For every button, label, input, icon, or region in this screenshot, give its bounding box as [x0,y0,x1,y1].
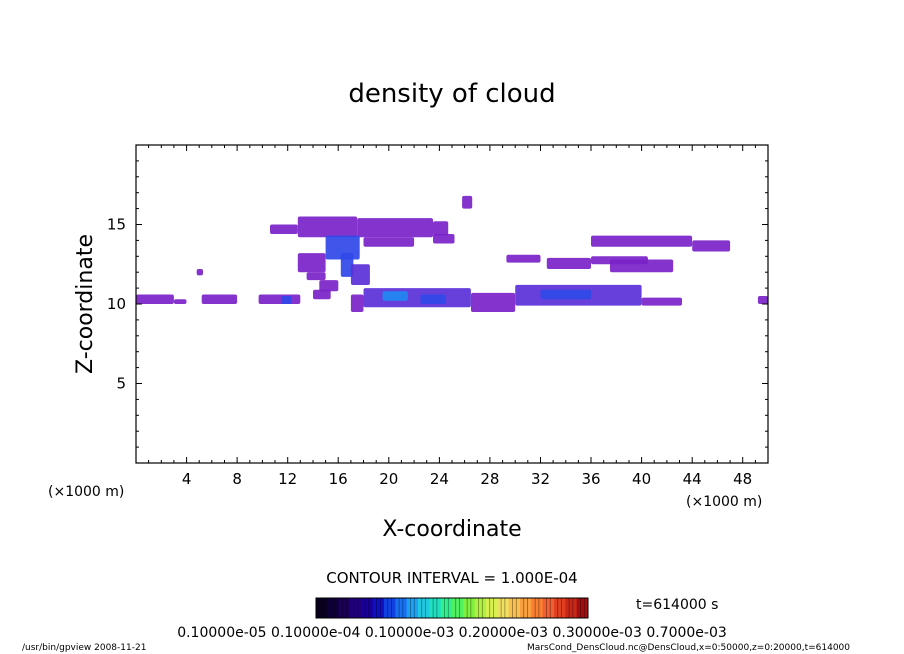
cloud-region-29 [546,257,591,269]
x-tick-label: 4 [182,470,192,488]
colorbar-swatch [316,598,328,618]
cloud-region-27 [641,297,682,306]
colorbar-swatch [531,598,544,618]
cloud-region-16 [306,272,326,281]
colorbar-swatch [338,598,351,618]
footer-right: MarsCond_DensCloud.nc@DensCloud,x=0:5000… [527,643,850,653]
cloud-region-20 [462,195,473,209]
cloud-region-24 [471,292,516,312]
y-tick-label: 15 [107,216,126,234]
y-tick-label: 5 [116,375,126,393]
cloud-region-28 [506,254,541,263]
cloud-region-4 [281,296,292,304]
colorbar-swatch [372,598,385,618]
colorbar [315,597,589,619]
colorbar-swatch [440,598,453,618]
cloud-region-8 [297,216,358,238]
x-tick-label: 48 [733,470,752,488]
cloud-region-10 [433,221,449,236]
colorbar-swatch [395,598,408,618]
x-tick-label: 24 [430,470,449,488]
x-tick-label: 8 [232,470,242,488]
cloud-region-9 [357,218,433,238]
cloud-region-22 [382,291,408,301]
cloud-region-14 [340,253,354,277]
colorbar-swatch [576,598,589,618]
cloud-region-17 [350,264,370,285]
cloud-region-11 [433,234,455,244]
cloud-region-21 [363,288,471,308]
cloud-region-34 [757,296,768,304]
x-tick-labels: 4 8 12 16 20 24 28 32 36 40 44 48 [182,470,752,488]
colorbar-swatch [520,598,532,618]
y-tick-label: 10 [107,295,126,313]
time-label: t=614000 s [636,597,718,613]
cloud-region-32 [591,235,693,247]
colorbar-swatch [327,598,340,618]
colorbar-swatch [474,598,487,618]
colorbar-swatch [554,598,566,618]
cloud-region-1 [173,299,187,304]
x-tick-label: 36 [581,470,600,488]
cloud-region-15 [297,253,326,273]
colorbar-swatch [429,598,442,618]
x-tick-label: 12 [278,470,297,488]
cloud-region-33 [692,240,731,252]
cloud-region-5 [196,269,203,276]
axis-ticks [135,144,769,464]
x-tick-label: 28 [480,470,499,488]
x-unit-right: (×1000 m) [686,494,762,510]
colorbar-swatch [486,598,498,618]
cloud-region-7 [270,224,298,234]
cloud-region-6 [313,289,331,300]
x-tick-label: 44 [683,470,702,488]
colorbar-swatch [452,598,464,618]
colorbar-swatch [384,598,396,618]
colorbar-swatch [463,598,476,618]
chart-title: density of cloud [348,79,555,109]
colorbar-swatch [350,598,362,618]
colorbar-swatch [565,598,578,618]
y-axis-label: Z-coordinate [73,234,98,374]
colorbar-swatch [406,598,419,618]
x-tick-label: 20 [379,470,398,488]
contour-interval-label: CONTOUR INTERVAL = 1.000E-04 [326,569,577,587]
cloud-region-12 [363,237,415,247]
cloud-region-0 [136,294,174,304]
cloud-density-field [136,195,768,312]
footer-left: /usr/bin/gpview 2008-11-21 [22,643,146,653]
x-tick-label: 40 [632,470,651,488]
colorbar-labels: 0.10000e-05 0.10000e-04 0.10000e-03 0.20… [177,625,727,641]
colorbar-swatch [508,598,521,618]
x-tick-label: 32 [531,470,550,488]
colorbar-swatch [361,598,374,618]
cloud-region-31 [610,259,674,273]
cloud-region-19 [350,294,364,312]
x-tick-label: 16 [329,470,348,488]
colorbar-swatch [542,598,555,618]
x-unit-left: (×1000 m) [48,484,124,500]
y-tick-labels: 5 10 15 [107,216,126,393]
cloud-region-26 [540,289,592,300]
cloud-region-3 [258,294,301,304]
cloud-region-2 [201,294,238,304]
x-axis-label: X-coordinate [382,517,521,542]
colorbar-swatch [418,598,430,618]
cloud-region-23 [420,294,446,304]
colorbar-frame [315,597,589,619]
colorbar-swatch [497,598,510,618]
cloud-region-18 [319,280,339,292]
